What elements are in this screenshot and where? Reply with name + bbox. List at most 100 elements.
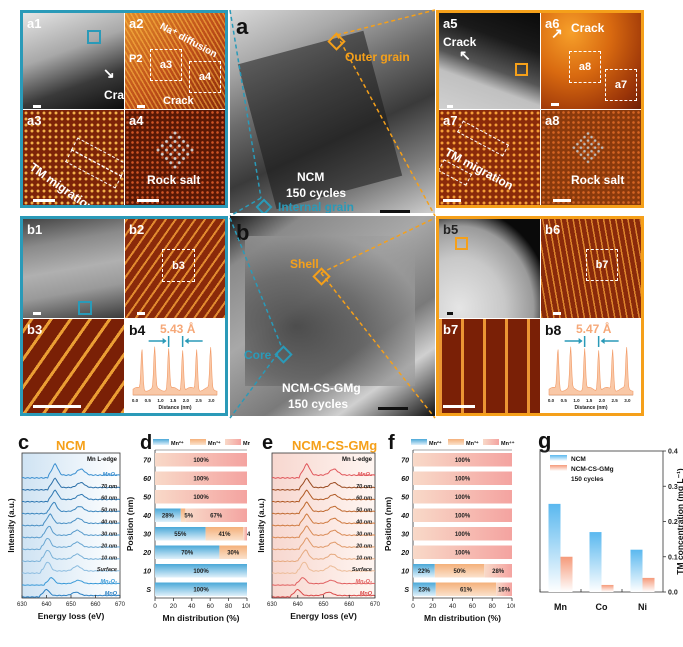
panel-b-overview: b Shell Core NCM-CS-GMg 150 cycles: [230, 216, 435, 416]
connector-lines-b: [229, 217, 436, 419]
panel-label: b4: [129, 322, 146, 338]
y-tick-label: 50: [401, 494, 409, 501]
scale-bar: [137, 312, 145, 315]
y-tick-label: 10: [401, 568, 409, 575]
bar-segment: [155, 508, 181, 522]
y-tick-label: 30: [401, 531, 409, 538]
bar-value-label: 50%: [454, 569, 467, 575]
scale-bar: [33, 312, 41, 315]
bar-segment: [155, 453, 247, 467]
y-tick-label: 10: [143, 568, 151, 575]
sample-name: NCM: [297, 170, 325, 184]
x-tick-label: 20: [170, 603, 178, 610]
legend-swatch: [225, 439, 241, 445]
x-tick-label: 650: [66, 602, 77, 608]
panel-b8: b8 5.47 Å 0.0 0.5 1.0 1.5 2.0 2.5 3.0 Distance …: [541, 319, 641, 413]
series-label: 10 nm: [356, 555, 372, 561]
annotation-bottom: Crack: [163, 95, 194, 107]
scale-bar: [137, 105, 145, 108]
series-label: MnO: [105, 591, 118, 597]
arrow-left-icon: [600, 338, 605, 344]
bar-segment: [155, 545, 220, 559]
zoom-box: a3: [150, 49, 182, 81]
spectrum-line: [21, 489, 121, 503]
series-label: Surface: [352, 567, 372, 573]
legend-label: Mn²⁺: [171, 440, 184, 447]
panel-group-a-internal: [20, 10, 228, 208]
y-tick-label: 20: [400, 550, 409, 557]
shell-label: Shell: [290, 257, 319, 271]
scale-bar: [443, 405, 475, 408]
bar-value-label: 100%: [455, 476, 471, 482]
x-tick-label: 630: [267, 602, 278, 608]
annotation: Crack: [104, 88, 124, 102]
panel-label: b: [236, 220, 250, 245]
tick-label: 3.0: [208, 398, 215, 403]
y-tick-label: 40: [142, 513, 151, 520]
bar-value-label: 41%: [218, 532, 231, 538]
y-tick-label: 50: [143, 494, 151, 501]
y-tick-label: 70: [143, 457, 151, 464]
panel-a1: a1 ↘ Crack: [23, 13, 124, 109]
bar: [560, 556, 573, 592]
bar-value-label: 100%: [455, 513, 471, 519]
dashed-region: [456, 120, 510, 157]
x-tick-label: 60: [207, 603, 215, 610]
bar-segment: [185, 508, 247, 522]
x-tick-label: Ni: [638, 602, 647, 612]
x-axis-label: Energy loss (eV): [290, 611, 357, 621]
scale-bar: [378, 407, 408, 410]
profile-curve: [132, 346, 218, 396]
bar-value-label: 16%: [498, 587, 511, 593]
bar-value-label: 28%: [492, 569, 505, 575]
y-axis-label: Position (nm): [125, 497, 135, 551]
bar-value-label: 100%: [193, 587, 209, 593]
x-tick-label: 660: [344, 602, 355, 608]
bar-segment: [155, 564, 247, 578]
bar: [601, 584, 614, 592]
particle-region: [245, 236, 415, 386]
panel-a3: a3 TM migration: [23, 110, 124, 205]
tick-label: 1.5: [586, 398, 593, 403]
bar-segment: [413, 527, 512, 541]
scale-bar: [553, 199, 571, 202]
x-tick-label: 40: [449, 603, 457, 610]
panel-label-e: e: [262, 432, 274, 454]
panel-label: a7: [443, 113, 458, 128]
cycle-count: 150 cycles: [288, 397, 349, 411]
spectrum-line: [21, 537, 121, 551]
scale-bar: [553, 312, 561, 315]
series-label: 40 nm: [355, 520, 372, 526]
spectrum-line: [271, 489, 376, 503]
x-tick-label: 40: [188, 603, 196, 610]
phase-label: P2: [129, 53, 143, 65]
spectrum-line: [21, 513, 121, 527]
y-tick-label: 40: [400, 513, 409, 520]
spectrum-line: [271, 561, 376, 575]
panel-b3: b3: [23, 319, 124, 413]
tick-label: 2.5: [612, 398, 619, 403]
tick-label: 3.0: [624, 398, 631, 403]
bar-value-label: 100%: [455, 550, 471, 556]
panel-a2: a2 Na⁺ diffusion P2 a3 a4 Crack: [125, 13, 225, 109]
chart-d: Mn²⁺ Mn³⁺ Mn⁴⁺ 100% 70 100% 60 100% 50 28% 5% 67% 40…: [125, 439, 250, 623]
legend-swatch: [190, 439, 206, 445]
region-marker: [78, 301, 92, 315]
panel-label: a2: [129, 16, 144, 31]
bar-value-label: 67%: [210, 513, 223, 519]
zoom-box: a4: [189, 61, 221, 93]
bar-value-label: 70%: [181, 550, 194, 556]
y-tick-label: 60: [143, 476, 151, 483]
bar-value-label: 100%: [455, 532, 471, 538]
panel-label: a5: [443, 16, 458, 31]
x-tick-label: 60: [469, 603, 477, 610]
panel-group-b-shell: [436, 216, 644, 416]
x-tick-label: 650: [318, 602, 329, 608]
bar-segment: [434, 564, 485, 578]
x-tick-label: 100: [242, 603, 250, 610]
panel-a5: a5 Crack ↖: [439, 13, 540, 109]
line-profile-b4: 0.0 0.5 1.0 1.5 2.0 2.5 3.0 Distance (nm): [132, 336, 218, 411]
bar-segment: [205, 527, 244, 541]
cycle-count: 150 cycles: [286, 186, 347, 200]
panel-label: b2: [129, 222, 145, 237]
